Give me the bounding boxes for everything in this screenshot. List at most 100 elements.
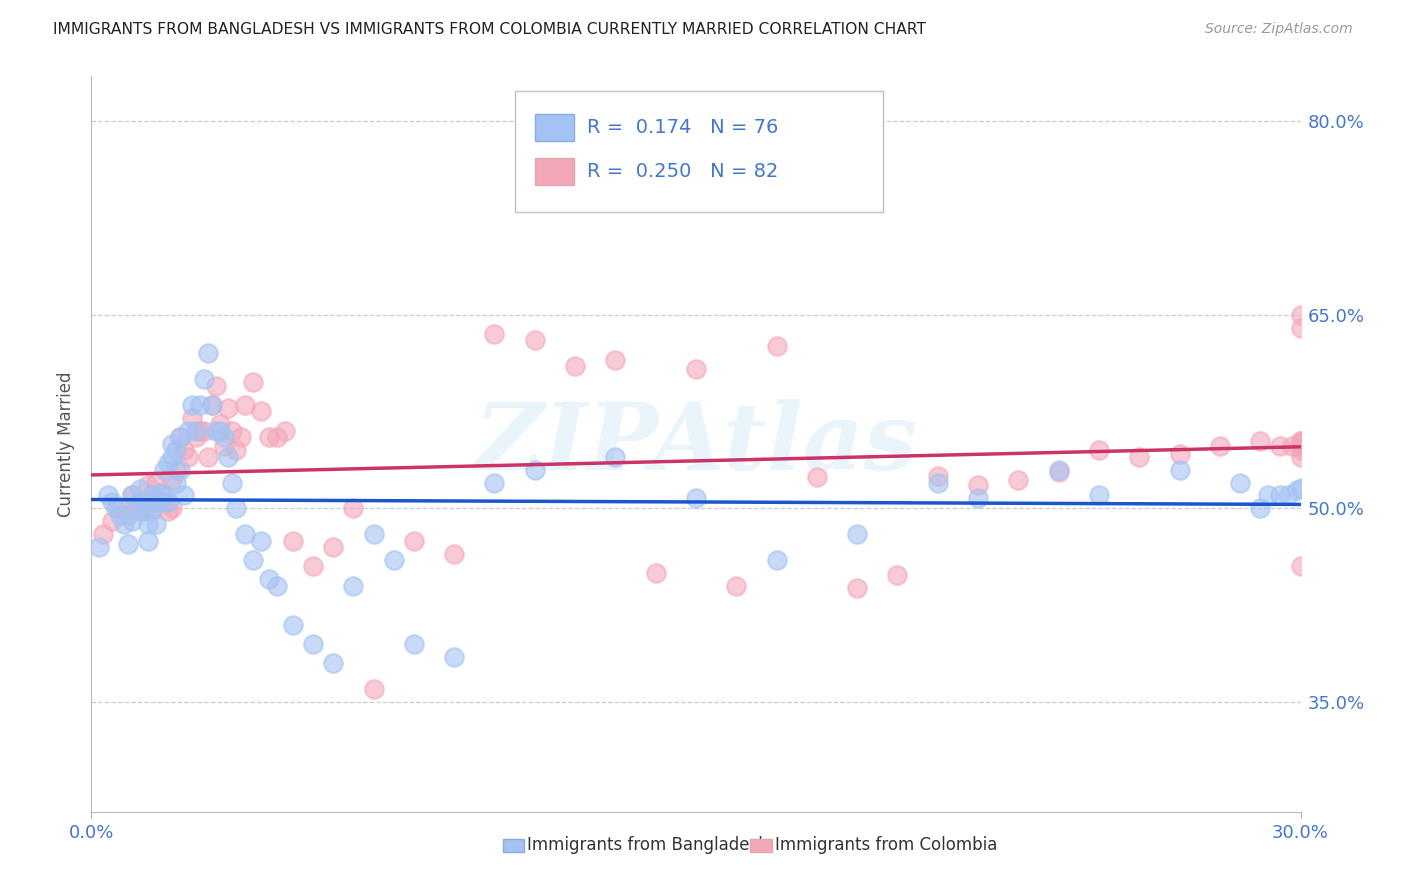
Point xyxy=(1209,439,1232,453)
Point xyxy=(242,375,264,389)
Point xyxy=(281,533,304,548)
Bar xyxy=(536,114,574,141)
Point xyxy=(1289,436,1312,450)
Point xyxy=(214,430,236,444)
Point xyxy=(169,462,191,476)
Point xyxy=(205,378,228,392)
Point xyxy=(209,417,232,432)
Point xyxy=(281,617,304,632)
Point xyxy=(136,478,159,492)
Point xyxy=(160,436,183,450)
Text: Immigrants from Bangladesh: Immigrants from Bangladesh xyxy=(527,836,769,854)
Point xyxy=(93,527,115,541)
Point xyxy=(186,430,208,444)
Point xyxy=(108,501,131,516)
Point xyxy=(266,579,288,593)
Point xyxy=(605,352,627,367)
Point xyxy=(1047,465,1070,479)
Point xyxy=(173,443,195,458)
Point xyxy=(1229,475,1251,490)
Point xyxy=(145,516,167,531)
Point xyxy=(149,485,172,500)
Point xyxy=(402,533,425,548)
Point xyxy=(1168,462,1191,476)
Point xyxy=(233,527,256,541)
Point xyxy=(685,362,707,376)
Point xyxy=(181,398,204,412)
Point xyxy=(165,443,187,458)
Point xyxy=(523,462,546,476)
Point xyxy=(160,501,183,516)
Point xyxy=(886,568,908,582)
Point xyxy=(165,475,187,490)
Point xyxy=(1289,320,1312,334)
Point xyxy=(136,516,159,531)
Point xyxy=(322,540,344,554)
Point xyxy=(1289,439,1312,453)
Point xyxy=(117,537,139,551)
Point xyxy=(1289,434,1312,449)
Point xyxy=(1007,473,1029,487)
Point xyxy=(188,398,211,412)
Point xyxy=(201,398,224,412)
Point xyxy=(188,424,211,438)
Point xyxy=(160,450,183,464)
Point xyxy=(169,430,191,444)
Point xyxy=(169,430,191,444)
Point xyxy=(132,495,155,509)
Point xyxy=(1088,443,1111,458)
Point xyxy=(225,443,247,458)
Point xyxy=(173,488,195,502)
Point xyxy=(846,582,869,596)
Point xyxy=(1168,447,1191,461)
Point xyxy=(765,553,787,567)
Point xyxy=(382,553,405,567)
Point xyxy=(1047,462,1070,476)
Text: R =  0.174   N = 76: R = 0.174 N = 76 xyxy=(588,118,779,136)
Text: Source: ZipAtlas.com: Source: ZipAtlas.com xyxy=(1205,22,1353,37)
Point xyxy=(193,424,215,438)
Point xyxy=(967,491,990,505)
Point xyxy=(1249,501,1271,516)
Point xyxy=(225,501,247,516)
Point xyxy=(443,649,465,664)
Point xyxy=(1128,450,1150,464)
Point xyxy=(141,504,163,518)
Point xyxy=(156,504,179,518)
Point xyxy=(564,359,586,374)
Point xyxy=(967,478,990,492)
Point xyxy=(1270,439,1292,453)
Text: IMMIGRANTS FROM BANGLADESH VS IMMIGRANTS FROM COLOMBIA CURRENTLY MARRIED CORRELA: IMMIGRANTS FROM BANGLADESH VS IMMIGRANTS… xyxy=(53,22,927,37)
Point xyxy=(156,495,179,509)
Point xyxy=(128,495,150,509)
Point xyxy=(1285,483,1308,498)
Point xyxy=(100,495,122,509)
Point xyxy=(1088,488,1111,502)
Point xyxy=(266,430,288,444)
Point xyxy=(443,547,465,561)
Point xyxy=(121,488,143,502)
Point xyxy=(1281,439,1303,453)
Point xyxy=(193,372,215,386)
Point xyxy=(121,514,143,528)
Point xyxy=(302,637,325,651)
Point xyxy=(104,501,127,516)
Point xyxy=(1270,488,1292,502)
Point xyxy=(186,424,208,438)
Point xyxy=(846,527,869,541)
Point xyxy=(201,398,224,412)
Point xyxy=(100,514,122,528)
Point xyxy=(1289,481,1312,495)
Point xyxy=(1289,436,1312,450)
Text: Immigrants from Colombia: Immigrants from Colombia xyxy=(775,836,997,854)
Point xyxy=(132,504,155,518)
Point xyxy=(153,488,176,502)
Point xyxy=(217,450,239,464)
Point xyxy=(302,559,325,574)
Point xyxy=(1289,308,1312,322)
Point xyxy=(644,566,666,580)
Point xyxy=(229,430,252,444)
Point xyxy=(221,424,243,438)
Point xyxy=(1289,436,1312,450)
Point xyxy=(484,475,506,490)
